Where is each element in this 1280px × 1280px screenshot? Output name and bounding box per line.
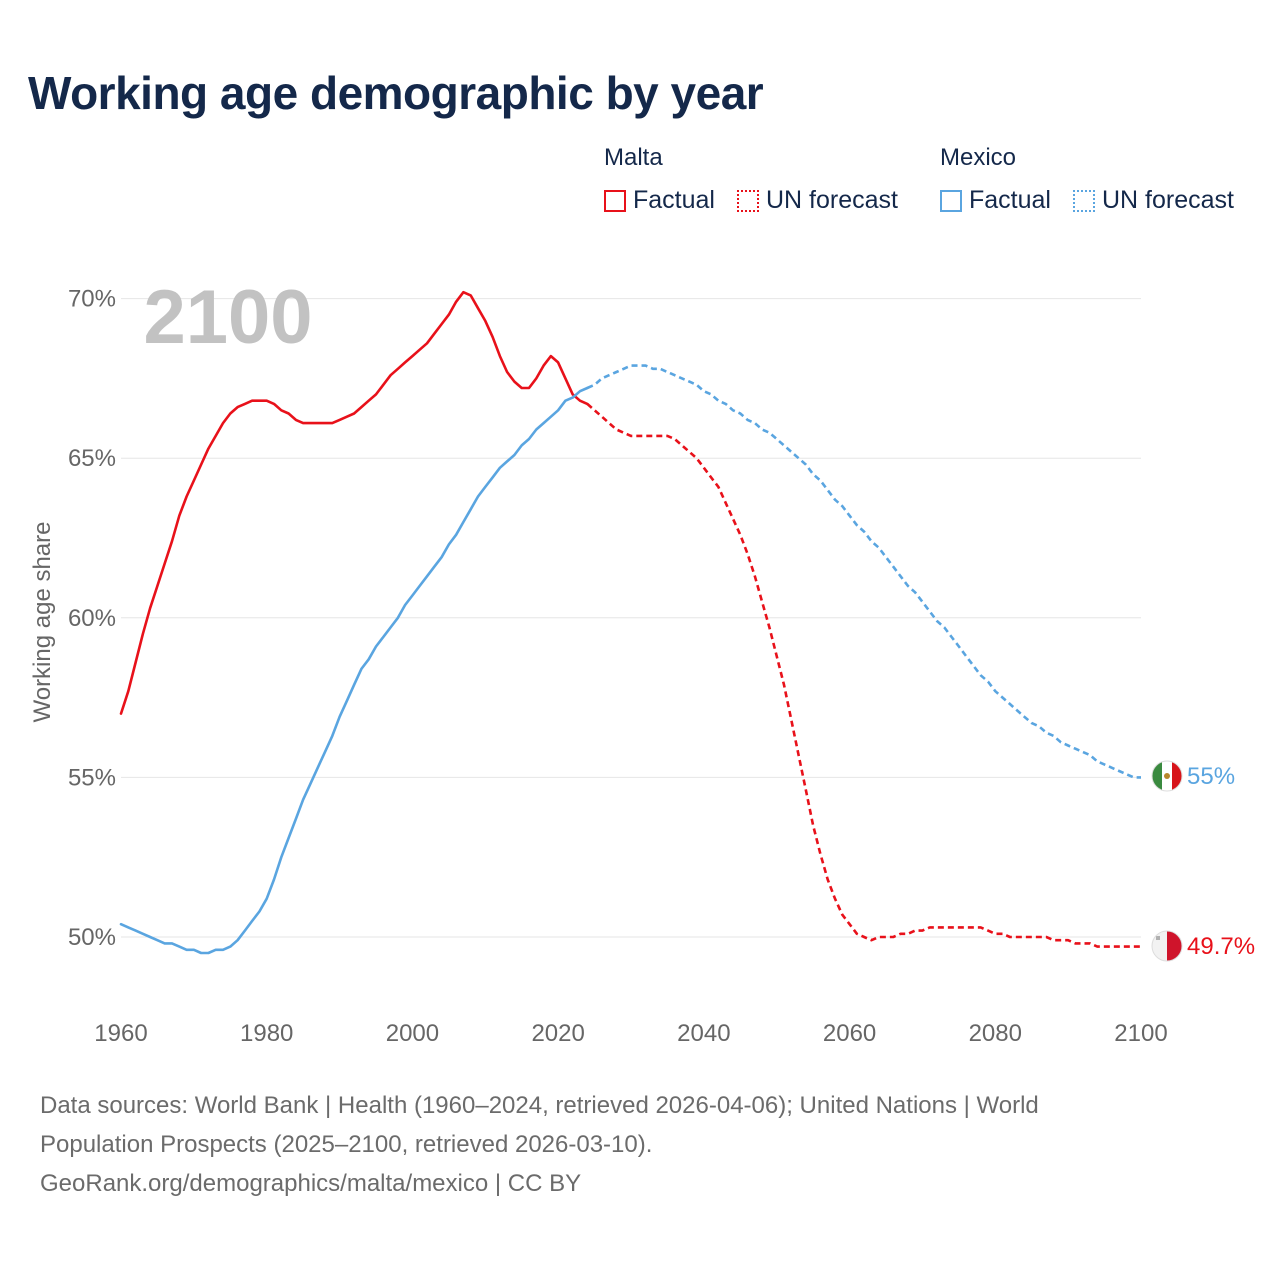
chart-title: Working age demographic by year	[28, 67, 764, 119]
source-line-1: Data sources: World Bank | Health (1960–…	[40, 1092, 1039, 1119]
malta-forecast-line	[586, 402, 1141, 948]
legend-swatch-solid-icon	[940, 189, 962, 212]
x-tick-label: 2000	[386, 1020, 439, 1047]
y-axis-label: Working age share	[29, 522, 56, 723]
x-tick-label: 1960	[94, 1020, 147, 1047]
mexico-flag-border	[1151, 760, 1183, 792]
legend-label: UN forecast	[766, 186, 898, 214]
y-tick-label: 60%	[68, 605, 116, 632]
year-watermark: 2100	[143, 275, 312, 360]
legend-swatch-dotted-icon	[737, 189, 759, 212]
x-tick-label: 2100	[1114, 1020, 1167, 1047]
legend-label: UN forecast	[1102, 186, 1234, 214]
x-tick-label: 2080	[969, 1020, 1022, 1047]
mexico-end-value: 55%	[1187, 763, 1235, 790]
x-tick-label: 2040	[677, 1020, 730, 1047]
malta-factual-line	[119, 290, 589, 715]
y-tick-label: 70%	[68, 286, 116, 313]
legend-group-mexico: Mexico	[940, 144, 1017, 171]
legend-malta-forecast[interactable]: UN forecast	[737, 186, 898, 215]
legend-malta-factual[interactable]: Factual	[604, 186, 715, 215]
legend-swatch-solid-icon	[604, 189, 626, 212]
mexico-forecast-line	[586, 364, 1141, 779]
legend-mexico-forecast[interactable]: UN forecast	[1073, 186, 1234, 215]
x-tick-label: 2020	[531, 1020, 584, 1047]
legend-swatch-dotted-icon	[1073, 189, 1095, 212]
legend-mexico-factual[interactable]: Factual	[940, 186, 1051, 215]
source-line-2: Population Prospects (2025–2100, retriev…	[40, 1131, 653, 1158]
malta-flag-border	[1151, 930, 1183, 962]
mexico-factual-line	[119, 386, 589, 955]
series-lines	[119, 290, 1141, 955]
source-line-3: GeoRank.org/demographics/malta/mexico | …	[40, 1170, 582, 1197]
line-chart: 2100 50% 55% 60% 65% 70% 1960 1980 2000 2020 204…	[29, 275, 1255, 1047]
malta-flag-icon	[1152, 931, 1182, 961]
x-tick-label: 1980	[240, 1020, 293, 1047]
mexico-flag-icon	[1152, 761, 1182, 791]
y-tick-label: 50%	[68, 924, 116, 951]
x-axis: 1960 1980 2000 2020 2040 2060 2080 2100	[94, 1020, 1167, 1047]
legend-group-malta: Malta	[604, 144, 663, 171]
legend-label: Factual	[969, 186, 1051, 214]
y-axis: 50% 55% 60% 65% 70%	[68, 286, 116, 951]
y-tick-label: 65%	[68, 445, 116, 472]
x-tick-label: 2060	[823, 1020, 876, 1047]
malta-end-value: 49.7%	[1187, 933, 1255, 960]
legend-label: Factual	[633, 186, 715, 214]
source-note: Data sources: World Bank | Health (1960–…	[40, 1086, 1160, 1203]
gridlines	[121, 298, 1141, 938]
y-tick-label: 55%	[68, 764, 116, 791]
